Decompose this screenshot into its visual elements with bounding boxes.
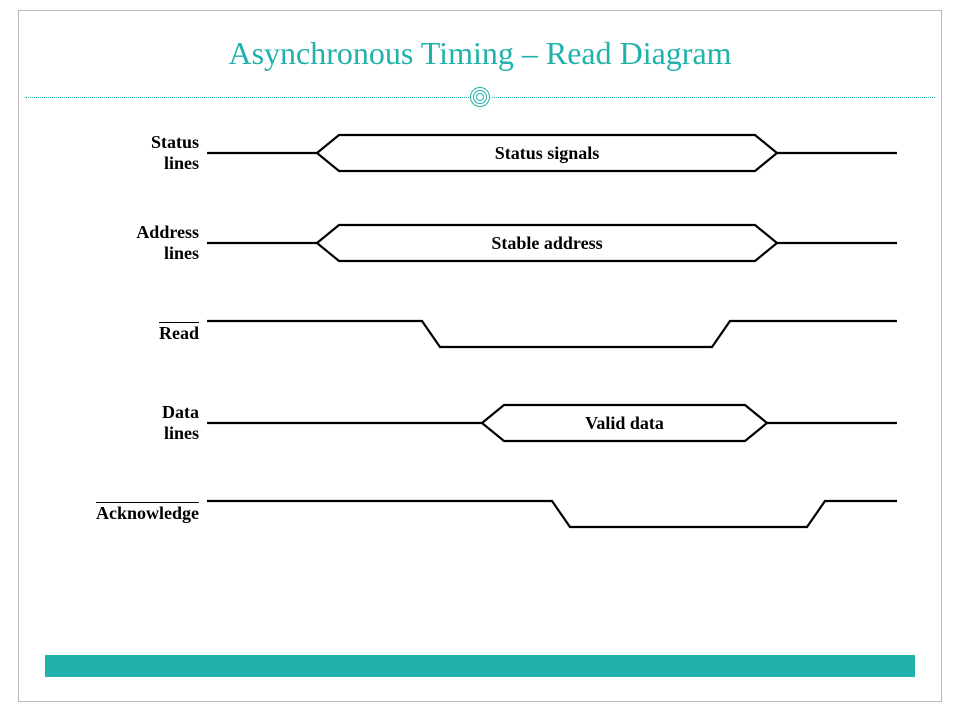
signal-row-status: Statuslines Status signals xyxy=(59,118,901,208)
hex-label-data: Valid data xyxy=(585,413,664,433)
divider-ornament xyxy=(469,86,491,108)
signal-row-data: Datalines Valid data xyxy=(59,388,901,478)
hex-label-status: Status signals xyxy=(495,143,600,163)
signal-label-ack: Acknowledge xyxy=(59,503,199,524)
waveform-ack xyxy=(207,478,901,548)
waveform-status: Status signals xyxy=(207,118,901,188)
signal-label-read: Read xyxy=(59,323,199,344)
signal-row-read: Read xyxy=(59,298,901,388)
signal-label-data: Datalines xyxy=(59,402,199,443)
page-title: Asynchronous Timing – Read Diagram xyxy=(19,11,941,80)
signal-row-ack: Acknowledge xyxy=(59,478,901,568)
signal-label-status: Statuslines xyxy=(59,132,199,173)
bottom-accent-bar xyxy=(45,655,915,677)
waveform-data: Valid data xyxy=(207,388,901,458)
slide-frame: Asynchronous Timing – Read Diagram Statu… xyxy=(18,10,942,702)
signal-row-address: Addresslines Stable address xyxy=(59,208,901,298)
waveform-address: Stable address xyxy=(207,208,901,278)
waveform-read xyxy=(207,298,901,368)
timing-diagram: Statuslines Status signals Addresslines Sta… xyxy=(59,118,901,598)
hex-label-address: Stable address xyxy=(491,233,602,253)
title-divider xyxy=(19,86,941,108)
signal-label-address: Addresslines xyxy=(59,222,199,263)
